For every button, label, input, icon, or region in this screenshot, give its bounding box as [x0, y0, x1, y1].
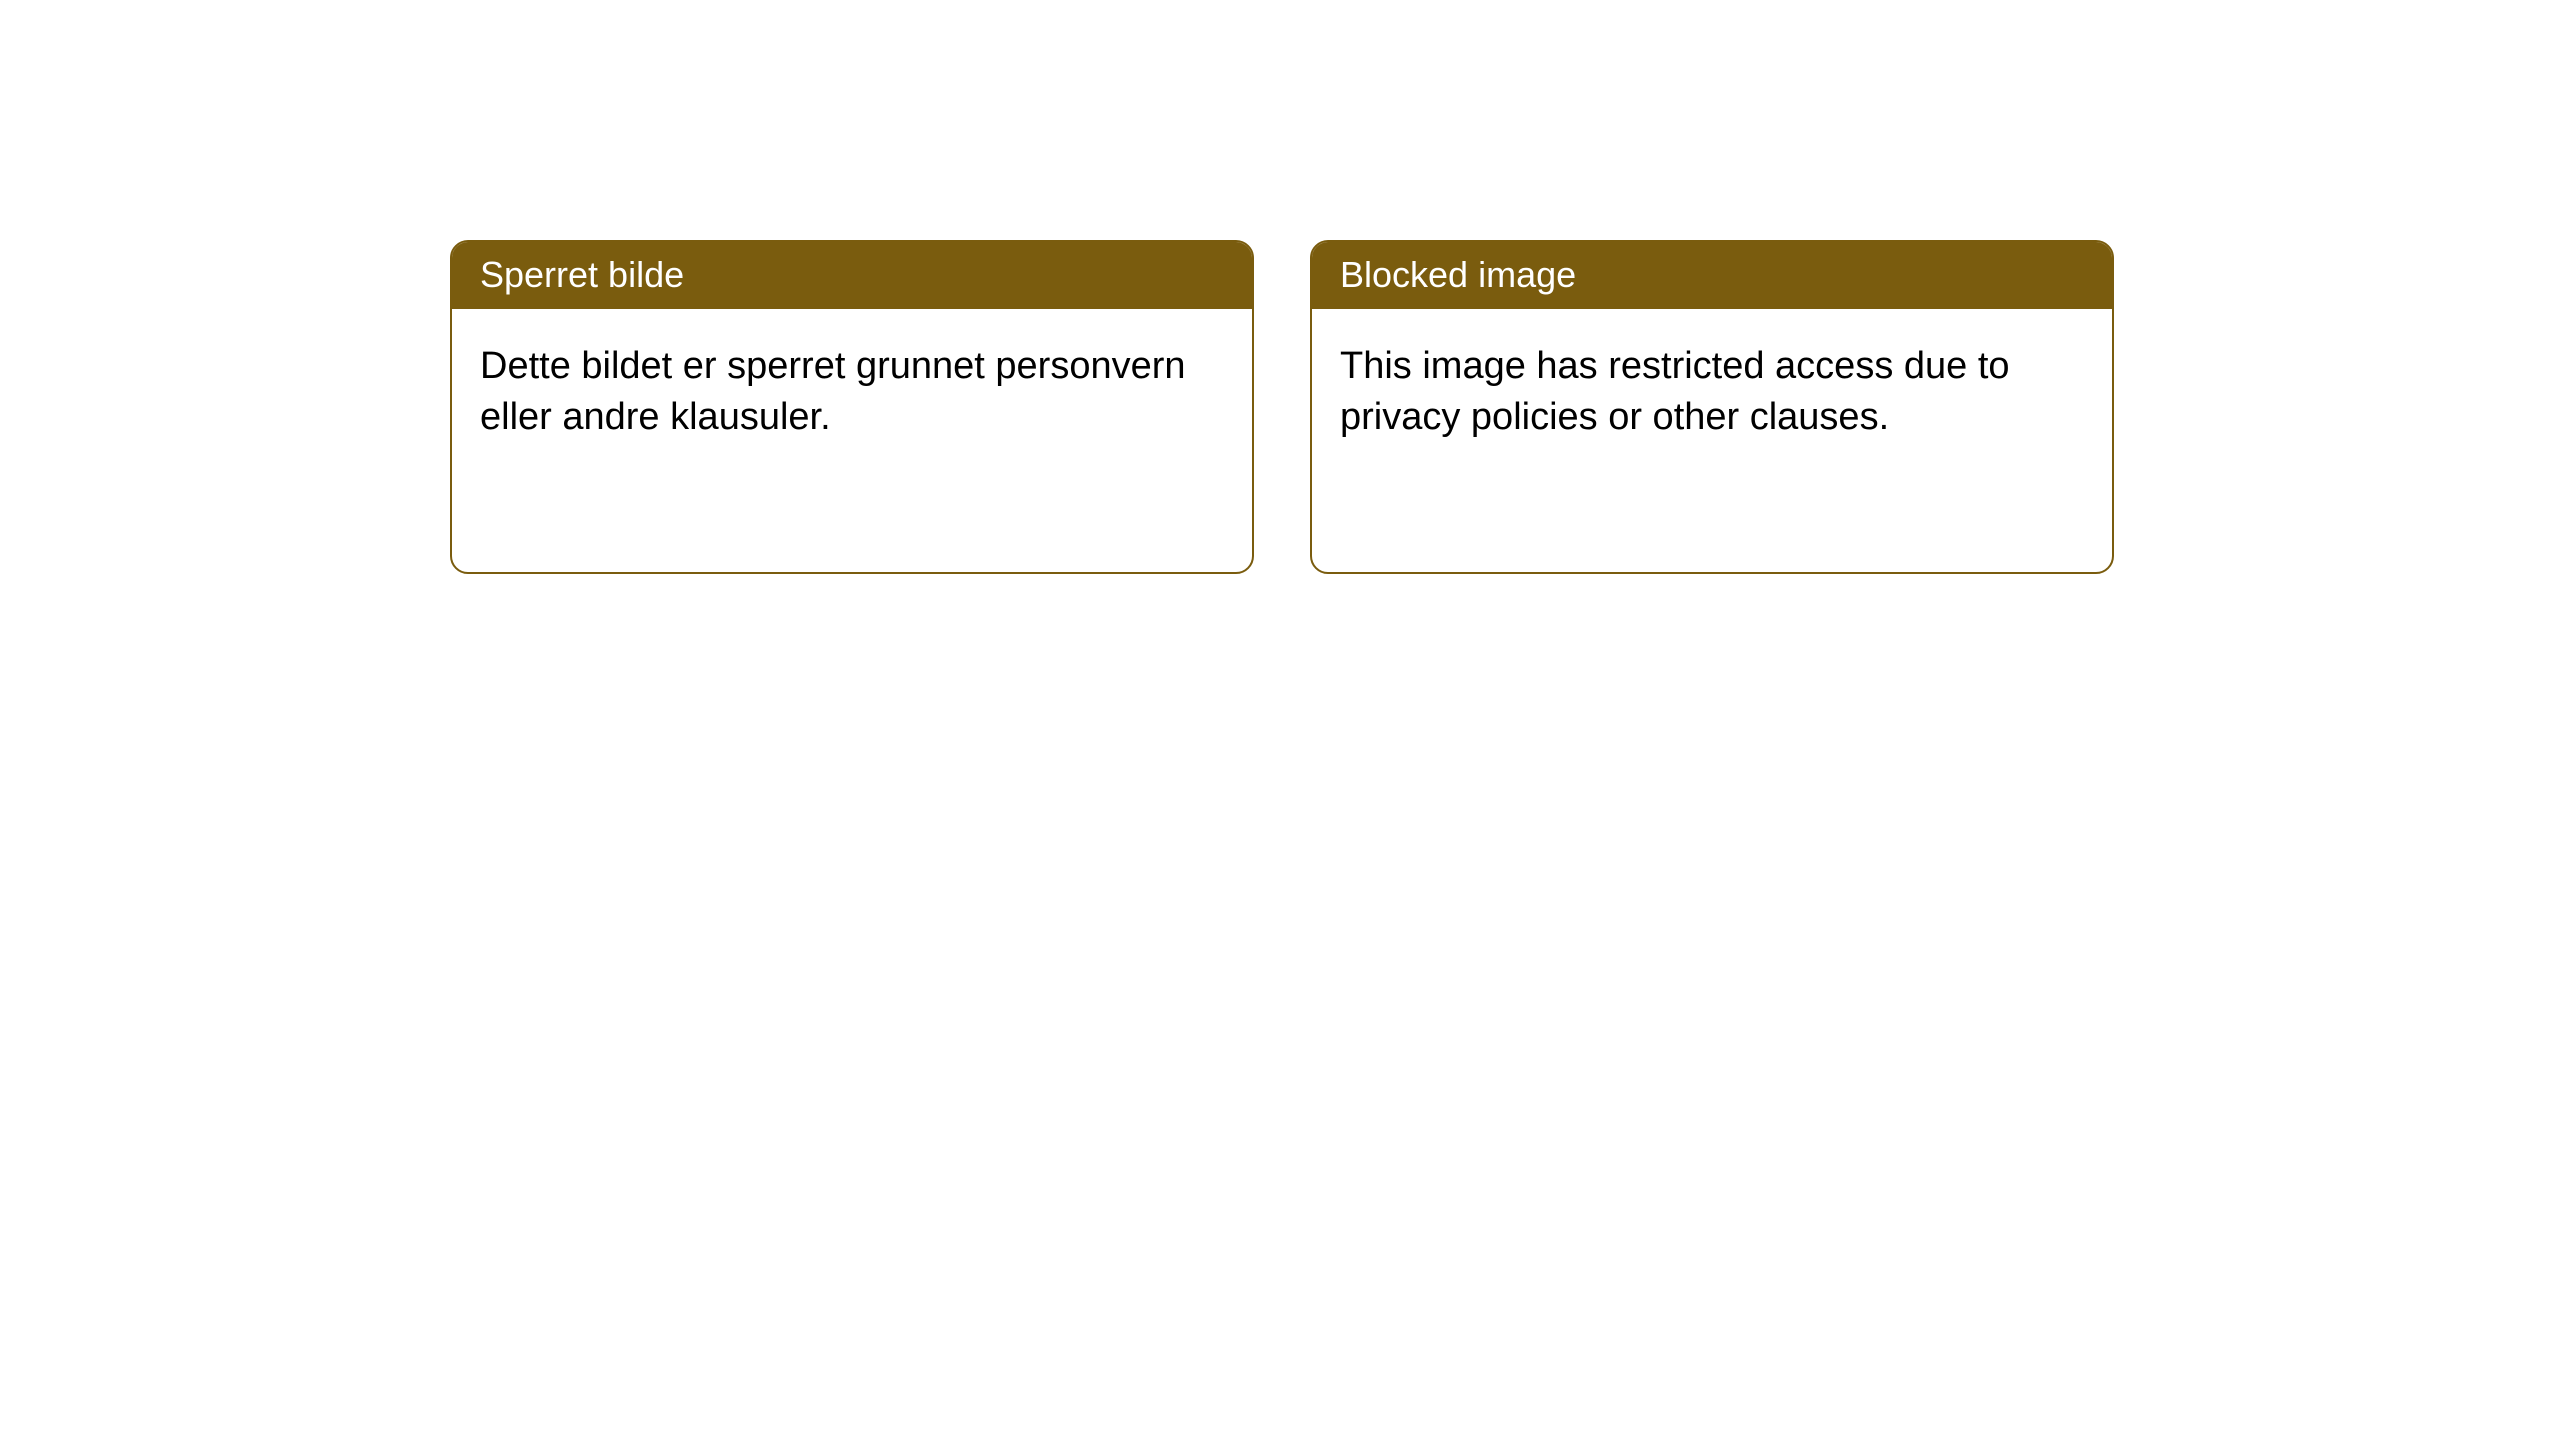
notice-container: Sperret bilde Dette bildet er sperret gr…	[0, 0, 2560, 574]
notice-header: Sperret bilde	[452, 242, 1252, 309]
notice-card-norwegian: Sperret bilde Dette bildet er sperret gr…	[450, 240, 1254, 574]
notice-card-english: Blocked image This image has restricted …	[1310, 240, 2114, 574]
notice-body: Dette bildet er sperret grunnet personve…	[452, 309, 1252, 476]
notice-body: This image has restricted access due to …	[1312, 309, 2112, 476]
notice-header: Blocked image	[1312, 242, 2112, 309]
